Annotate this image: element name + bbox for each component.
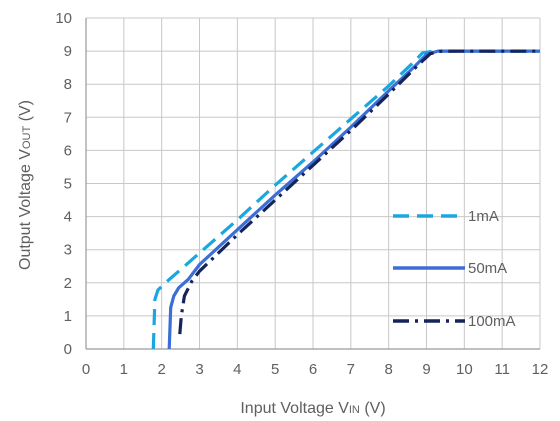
y-tick-label: 8 (64, 76, 72, 93)
y-axis-label: Output Voltage VOUT (V) (17, 100, 34, 270)
series-line-1ma (151, 49, 540, 350)
x-tick-label: 7 (347, 361, 355, 378)
series-line-50ma (167, 49, 540, 350)
x-tick-label: 6 (309, 361, 317, 378)
x-tick-label: 9 (422, 361, 430, 378)
x-axis-label: Input Voltage VIN (V) (240, 400, 385, 417)
x-tick-label: 8 (384, 361, 392, 378)
legend: 1mA 50mA 100mA (393, 208, 516, 330)
y-tick-label: 0 (64, 341, 72, 358)
y-tick-label: 1 (64, 308, 72, 325)
y-tick-labels: 0 1 2 3 4 5 6 7 8 9 10 (55, 10, 72, 358)
y-tick-label: 7 (64, 109, 72, 126)
x-tick-label: 0 (82, 361, 90, 378)
legend-label-1ma: 1mA (468, 208, 499, 225)
series-line-100ma (178, 49, 540, 335)
x-tick-label: 12 (532, 361, 549, 378)
legend-label-50ma: 50mA (468, 260, 507, 277)
y-tick-label: 4 (64, 209, 72, 226)
y-tick-label: 6 (64, 142, 72, 159)
x-tick-label: 1 (120, 361, 128, 378)
y-tick-label: 3 (64, 242, 72, 259)
x-tick-label: 4 (233, 361, 241, 378)
x-tick-label: 11 (494, 361, 510, 378)
axes (85, 18, 540, 350)
series-lines (151, 49, 540, 350)
y-tick-label: 9 (64, 43, 72, 60)
y-tick-label: 2 (64, 275, 72, 292)
x-tick-labels: 0 1 2 3 4 5 6 7 8 9 10 11 12 (82, 361, 549, 378)
legend-label-100ma: 100mA (468, 313, 516, 330)
x-tick-label: 3 (195, 361, 203, 378)
x-tick-label: 10 (456, 361, 473, 378)
x-tick-label: 2 (157, 361, 165, 378)
x-tick-label: 5 (271, 361, 279, 378)
y-tick-label: 5 (64, 176, 72, 193)
y-tick-label: 10 (55, 10, 72, 27)
